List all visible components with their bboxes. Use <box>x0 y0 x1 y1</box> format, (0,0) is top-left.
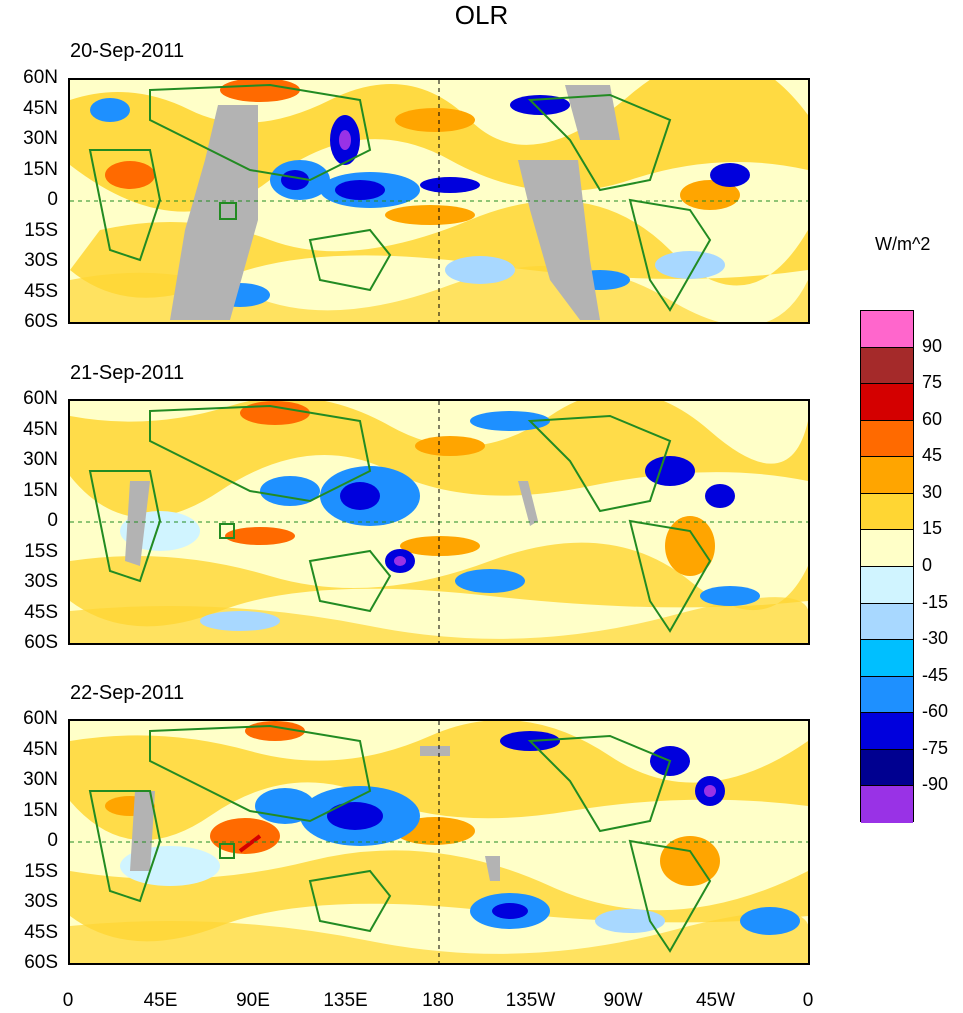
colorbar-label: 90 <box>922 335 943 356</box>
map-panel-1[interactable] <box>68 78 810 324</box>
map-panel-2[interactable] <box>68 399 810 645</box>
colorbar-label: 60 <box>922 408 943 429</box>
lat-label: 0 <box>47 830 58 851</box>
lon-label: 135W <box>505 990 556 1011</box>
colorbar-label: 75 <box>922 372 943 393</box>
lon-label: 90E <box>236 990 270 1011</box>
lat-label: 60S <box>24 632 58 653</box>
colorbar-boxes <box>860 310 914 823</box>
lat-label: 30N <box>23 128 58 149</box>
colorbar-label: -60 <box>922 701 949 722</box>
colorbar-swatch <box>861 676 913 714</box>
lon-label: 45E <box>143 990 178 1011</box>
map-panel-3[interactable] <box>68 719 810 965</box>
colorbar-units: W/m^2 <box>875 234 931 254</box>
figure-title: OLR <box>454 0 509 30</box>
lat-label: 15N <box>23 799 58 821</box>
olr-field-1 <box>70 80 808 322</box>
lat-label: 15S <box>24 219 58 241</box>
lat-label: 30S <box>24 891 58 912</box>
colorbar-label: -30 <box>922 628 949 649</box>
lat-label: 0 <box>47 189 58 210</box>
lat-label: 30N <box>23 769 58 790</box>
olr-field-2 <box>70 401 808 643</box>
colorbar-label: 45 <box>922 445 943 466</box>
colorbar-label: -45 <box>922 664 949 685</box>
colorbar-swatch <box>861 347 913 385</box>
lat-label: 45S <box>24 280 58 302</box>
colorbar-label: -75 <box>922 737 949 758</box>
lat-label: 60N <box>23 67 58 88</box>
lat-label: 15S <box>24 540 58 562</box>
colorbar-swatch <box>861 457 913 494</box>
lat-label: 30S <box>24 571 58 592</box>
colorbar-label: -90 <box>922 774 949 795</box>
lat-label: 15S <box>24 860 58 882</box>
panel-3-date: 22-Sep-2011 <box>70 682 185 704</box>
lat-label: 45N <box>23 738 58 760</box>
lat-label: 60N <box>23 708 58 729</box>
lat-label: 30N <box>23 449 58 470</box>
lat-label: 45N <box>23 97 58 119</box>
lon-label: 180 <box>422 990 454 1011</box>
lon-label: 0 <box>802 990 814 1011</box>
lat-label: 30S <box>24 250 58 271</box>
colorbar-swatch <box>861 420 913 458</box>
colorbar-swatch <box>861 493 913 531</box>
colorbar-swatch <box>861 384 913 421</box>
lat-label: 15N <box>23 479 58 501</box>
panel-2-date: 21-Sep-2011 <box>70 362 185 384</box>
colorbar-swatch <box>861 786 913 823</box>
colorbar-swatch <box>861 530 913 567</box>
lon-label: 90W <box>603 990 643 1011</box>
colorbar-label: 15 <box>922 518 943 539</box>
lon-label: 0 <box>62 990 74 1011</box>
lat-label: 45S <box>24 921 58 943</box>
colorbar-swatch <box>861 566 913 604</box>
lat-label: 60S <box>24 952 58 973</box>
colorbar-swatch <box>861 603 913 641</box>
colorbar-swatch <box>861 713 913 750</box>
colorbar-label: 30 <box>922 481 943 502</box>
panel-1-date: 20-Sep-2011 <box>70 40 185 62</box>
lat-label: 15N <box>23 158 58 180</box>
colorbar-label: 0 <box>922 555 933 575</box>
colorbar-swatch <box>861 749 913 787</box>
lat-label: 0 <box>47 510 58 531</box>
olr-field-3 <box>70 721 808 963</box>
lon-label: 45W <box>695 990 736 1011</box>
lat-label: 60S <box>24 311 58 332</box>
colorbar-swatch <box>861 640 913 677</box>
lat-label: 45N <box>23 418 58 440</box>
lat-label: 45S <box>24 601 58 623</box>
lat-label: 60N <box>23 388 58 409</box>
lon-label: 135E <box>323 990 368 1011</box>
colorbar-label: -15 <box>922 591 949 612</box>
colorbar-swatch <box>861 311 913 348</box>
